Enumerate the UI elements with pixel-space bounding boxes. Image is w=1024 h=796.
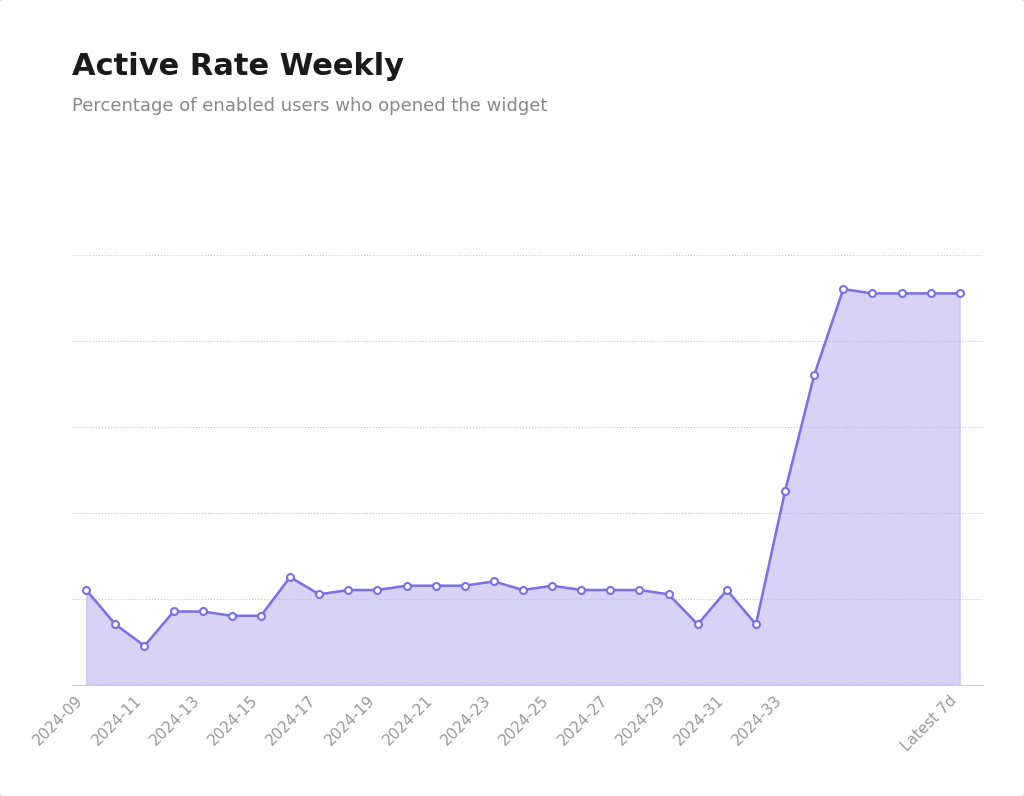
Text: Percentage of enabled users who opened the widget: Percentage of enabled users who opened t…: [72, 97, 547, 115]
Text: Active Rate Weekly: Active Rate Weekly: [72, 52, 403, 80]
